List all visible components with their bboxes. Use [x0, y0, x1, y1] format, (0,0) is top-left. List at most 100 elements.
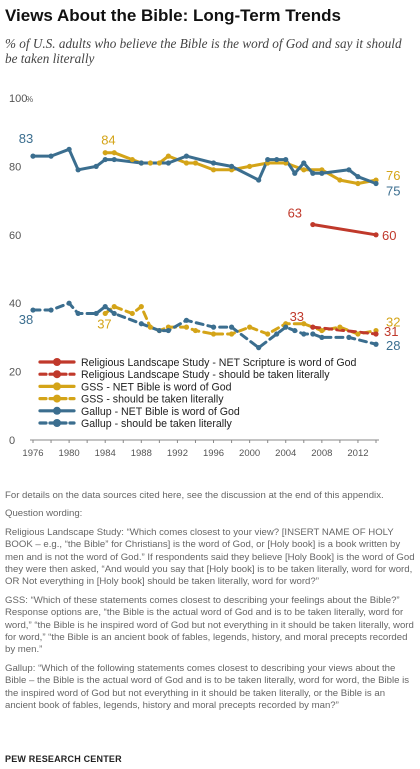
y-unit-label: % — [26, 95, 33, 104]
legend-entry-label: Gallup - NET Bible is word of God — [81, 406, 240, 418]
data-point — [319, 170, 325, 176]
data-point — [156, 160, 162, 166]
data-point — [256, 177, 262, 183]
data-point — [373, 331, 379, 337]
x-tick-label: 2008 — [311, 448, 332, 459]
data-point — [102, 150, 108, 156]
data-point — [111, 310, 117, 317]
notes: For details on the data sources cited he… — [5, 490, 415, 719]
legend: Religious Landscape Study - NET Scriptur… — [38, 357, 356, 430]
rls-question-wording: Religious Landscape Study: “Which comes … — [5, 526, 415, 588]
data-point — [30, 153, 36, 159]
x-tick-label: 2000 — [239, 448, 260, 459]
data-label: 38 — [19, 312, 33, 327]
data-point — [319, 327, 325, 334]
legend-swatch-marker — [53, 406, 61, 415]
data-point — [192, 327, 199, 334]
data-point — [147, 160, 153, 166]
data-point — [274, 156, 280, 163]
legend-entry-label: Religious Landscape Study - should be ta… — [81, 369, 330, 381]
data-point — [310, 331, 316, 337]
data-point — [319, 334, 325, 340]
series-line — [311, 223, 378, 237]
x-tick-label: 1980 — [59, 448, 80, 459]
data-point — [228, 163, 235, 169]
legend-swatch-marker — [53, 419, 61, 427]
data-label: 84 — [101, 133, 115, 148]
data-label: 32 — [386, 315, 400, 330]
x-tick-label: 1996 — [203, 448, 224, 459]
data-point — [301, 321, 307, 327]
data-point — [256, 345, 262, 351]
data-point — [228, 324, 235, 330]
y-tick-label: 40 — [9, 298, 21, 310]
data-point — [310, 170, 316, 176]
legend-swatch-marker — [53, 370, 61, 379]
data-point — [129, 310, 135, 317]
chart-subtitle: % of U.S. adults who believe the Bible i… — [5, 36, 402, 66]
data-label: 63 — [288, 206, 302, 221]
y-axis: 0 20 40 60 80 100% — [9, 93, 33, 447]
data-point — [301, 167, 307, 173]
data-point — [102, 156, 108, 163]
x-tick-label: 1984 — [95, 448, 116, 459]
legend-swatch-marker — [53, 358, 61, 366]
data-point — [210, 331, 217, 337]
data-point — [30, 307, 36, 313]
data-point — [75, 167, 81, 173]
data-label: 28 — [386, 338, 400, 353]
data-point — [93, 310, 99, 317]
source-credit: PEW RESEARCH CENTER — [5, 754, 122, 764]
data-point — [355, 331, 361, 337]
x-tick-label: 1992 — [167, 448, 188, 459]
data-point — [265, 331, 271, 337]
y-tick-label: 80 — [9, 161, 21, 173]
x-tick-label: 2012 — [347, 448, 368, 459]
legend-swatch-marker — [53, 394, 61, 403]
x-tick-label: 2004 — [275, 448, 296, 459]
data-point — [373, 180, 379, 187]
data-point — [247, 163, 253, 169]
data-point — [346, 167, 352, 173]
y-tick-label: 100 — [9, 93, 27, 105]
data-point — [138, 304, 144, 310]
data-point — [165, 153, 171, 159]
legend-entry-label: GSS - should be taken literally — [81, 394, 224, 406]
data-label: 33 — [290, 309, 304, 324]
y-tick-label: 0 — [9, 435, 15, 447]
data-point — [165, 327, 171, 334]
data-points — [30, 146, 379, 351]
data-point — [337, 324, 343, 330]
data-point — [247, 324, 253, 330]
data-point — [274, 331, 280, 337]
data-sources-note: For details on the data sources cited he… — [5, 490, 384, 501]
data-point — [346, 334, 352, 340]
gss-question-wording: GSS: “Which of these statements comes cl… — [5, 594, 414, 656]
data-point — [301, 331, 307, 337]
legend-swatch-marker — [53, 382, 61, 391]
legend-entry-label: Gallup - should be taken literally — [81, 418, 232, 430]
data-point — [355, 174, 361, 180]
data-label: 83 — [19, 131, 33, 146]
series-line — [31, 301, 378, 350]
data-point — [102, 310, 108, 317]
data-point — [138, 321, 144, 327]
series-lines — [31, 147, 378, 350]
data-label: 76 — [386, 168, 400, 183]
question-wording-label: Question wording: — [5, 508, 83, 520]
chart-title: Views About the Bible: Long-Term Trends — [5, 6, 341, 25]
data-label: 75 — [386, 184, 400, 199]
data-point — [183, 317, 190, 323]
data-point — [310, 324, 316, 330]
gallup-question-wording: Gallup: “Which of the following statemen… — [5, 662, 410, 712]
data-point — [48, 153, 54, 159]
data-labels: 63 60 33 31 84 76 37 32 83 75 38 28 — [19, 131, 401, 353]
y-tick-label: 60 — [9, 230, 21, 242]
data-point — [373, 232, 379, 238]
data-point — [66, 300, 72, 306]
data-point — [210, 324, 217, 330]
data-point — [102, 304, 108, 310]
data-point — [337, 177, 343, 183]
legend-entry-label: Religious Landscape Study - NET Scriptur… — [81, 357, 356, 369]
data-point — [111, 150, 117, 156]
